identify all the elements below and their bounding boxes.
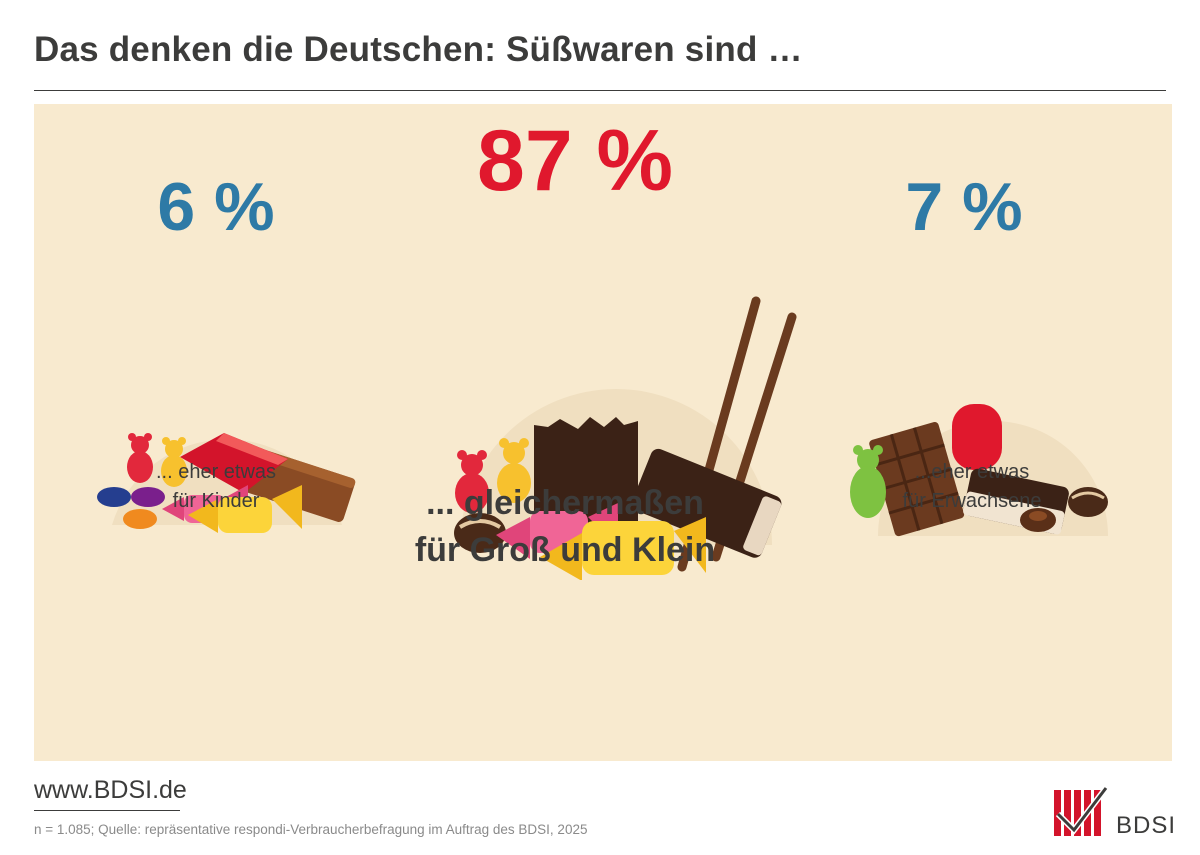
value-label-kinder: 6 % <box>157 169 275 245</box>
website-underline <box>34 810 180 811</box>
caption-kinder-line2: für Kinder <box>172 490 260 512</box>
caption-erwachsene: ...eher etwas für Erwachsene <box>852 458 1092 516</box>
title-divider <box>34 90 1166 91</box>
caption-kinder-line1: ... eher etwas <box>155 461 277 483</box>
bdsi-logo-icon <box>1054 786 1109 836</box>
website-link[interactable]: www.BDSI.de <box>34 776 187 804</box>
bdsi-logo-text: BDSI <box>1116 812 1177 839</box>
caption-gross-und-klein-line1: ... gleichermaßen <box>426 484 704 522</box>
caption-erwachsene-line1: ...eher etwas <box>914 461 1030 483</box>
caption-gross-und-klein-line2: für Groß und Klein <box>414 531 716 569</box>
source-note: n = 1.085; Quelle: repräsentative respon… <box>34 822 588 837</box>
sweets-kids-illustration <box>97 433 356 533</box>
sweets-adults-illustration <box>850 404 1108 537</box>
value-label-gross-und-klein: 87 % <box>476 113 674 209</box>
page-title: Das denken die Deutschen: Süßwaren sind … <box>34 30 803 69</box>
caption-gross-und-klein: ... gleichermaßen für Groß und Klein <box>355 480 775 574</box>
caption-erwachsene-line2: für Erwachsene <box>902 490 1042 512</box>
sweets-all-illustration <box>454 296 797 580</box>
caption-kinder: ... eher etwas für Kinder <box>96 458 336 516</box>
value-label-erwachsene: 7 % <box>905 169 1023 245</box>
